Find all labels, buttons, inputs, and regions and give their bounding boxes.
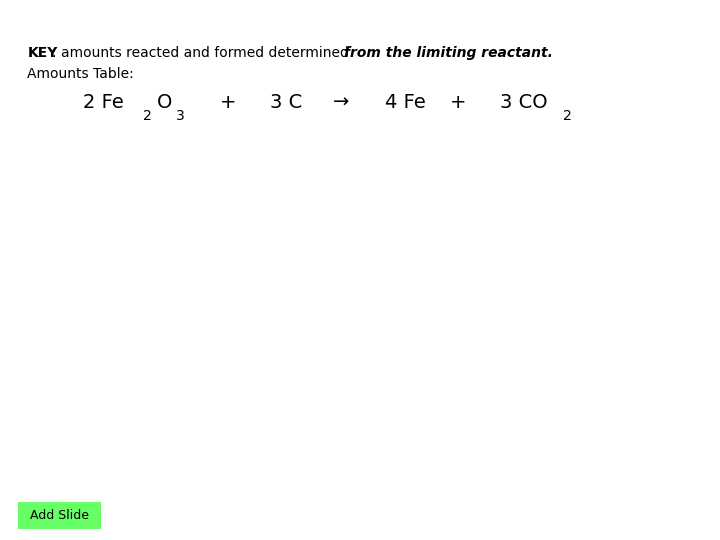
Text: O: O bbox=[157, 93, 172, 112]
Text: 2: 2 bbox=[563, 109, 572, 123]
Text: : amounts reacted and formed determined: : amounts reacted and formed determined bbox=[52, 46, 353, 60]
Text: 3 CO: 3 CO bbox=[500, 93, 548, 112]
Text: 4 Fe: 4 Fe bbox=[385, 93, 426, 112]
Text: Add Slide: Add Slide bbox=[30, 509, 89, 522]
Text: Amounts Table:: Amounts Table: bbox=[27, 68, 134, 82]
Text: →: → bbox=[333, 93, 349, 112]
FancyBboxPatch shape bbox=[18, 502, 101, 529]
Text: KEY: KEY bbox=[27, 46, 58, 60]
Text: +: + bbox=[220, 93, 236, 112]
Text: 3 C: 3 C bbox=[270, 93, 302, 112]
Text: +: + bbox=[450, 93, 467, 112]
Text: from the limiting reactant.: from the limiting reactant. bbox=[344, 46, 553, 60]
Text: 3: 3 bbox=[176, 109, 185, 123]
Text: 2 Fe: 2 Fe bbox=[83, 93, 124, 112]
Text: 2: 2 bbox=[143, 109, 152, 123]
